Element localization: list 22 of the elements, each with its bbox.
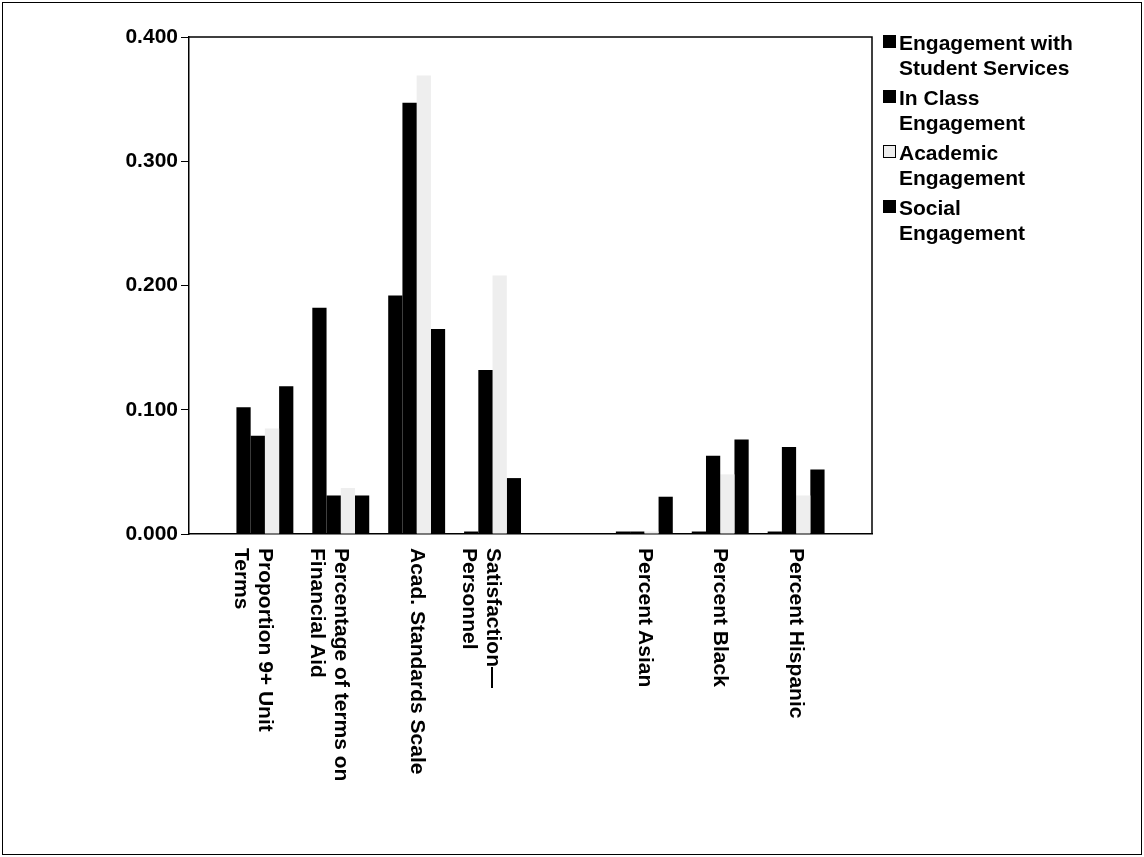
legend-label: Engagement with Student Services	[899, 30, 1074, 80]
bar	[796, 495, 811, 534]
y-tick-label: 0.400	[125, 23, 178, 47]
bar	[340, 488, 356, 534]
x-tick-label: Proportion 9+ Unit Terms	[231, 548, 279, 732]
x-tick-label: Percentage of terms on Financial Aid	[306, 548, 354, 782]
bar	[264, 428, 280, 534]
x-tick-label: Percent Hispanic	[786, 548, 810, 719]
y-tick-label: 0.100	[125, 396, 178, 420]
bar	[720, 474, 735, 534]
y-tick-label: 0.300	[125, 148, 178, 172]
legend-label: In Class Engagement	[899, 85, 1027, 135]
x-tick-label: Percent Black	[710, 548, 734, 688]
y-tick-label: 0.000	[125, 520, 178, 544]
legend-label: Social Engagement	[899, 195, 1027, 245]
bar	[492, 275, 507, 534]
y-tick-label: 0.200	[125, 272, 178, 296]
x-tick-label: Satisfaction—Personnel	[458, 548, 506, 689]
x-tick-label: Percent Asian	[634, 548, 658, 688]
legend-label: Academic Engagement	[899, 140, 1027, 190]
x-tick-label: Acad. Standards Scale	[406, 548, 430, 775]
bar	[416, 75, 431, 534]
